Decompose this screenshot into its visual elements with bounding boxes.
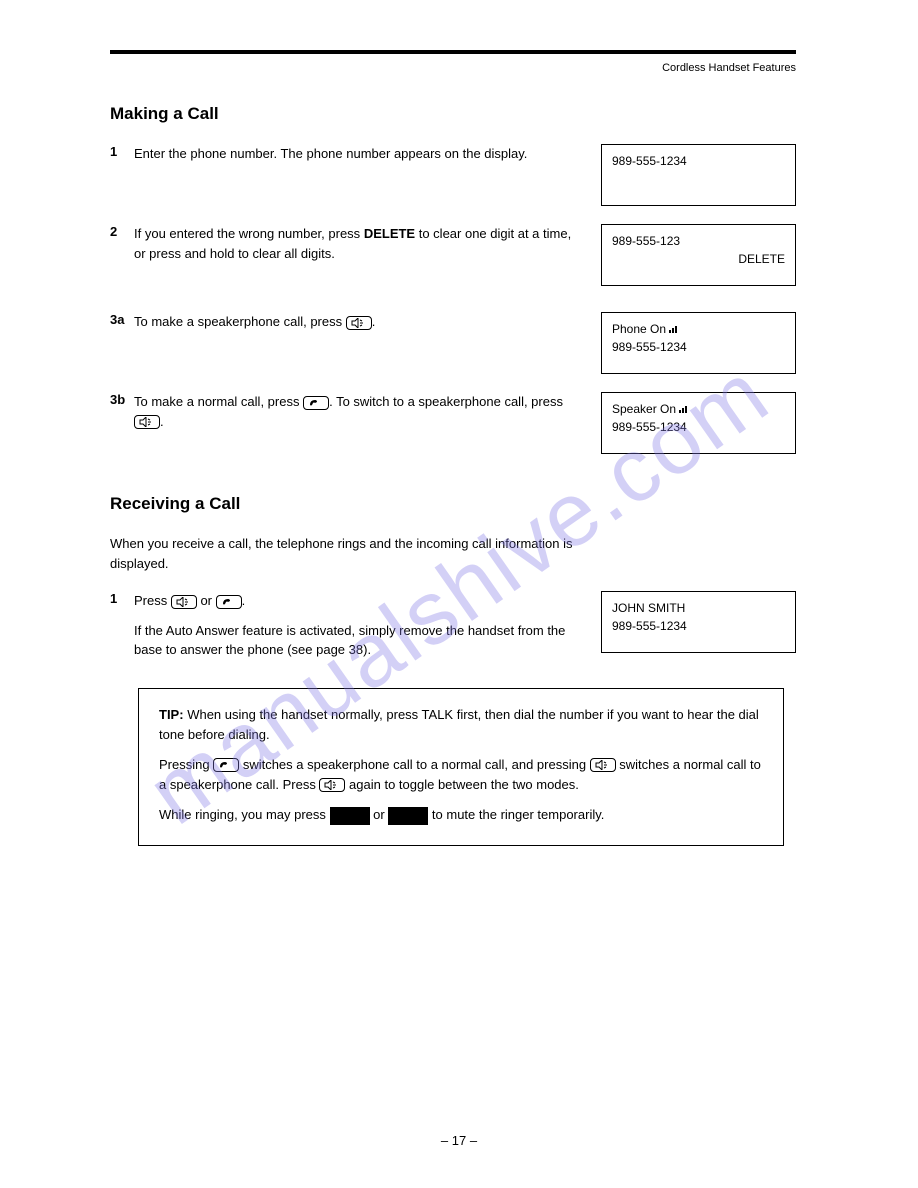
lcd-line: JOHN SMITH: [612, 600, 785, 616]
text-frag: To make a normal call, press: [134, 394, 303, 409]
lcd-display: Speaker On 989-555-1234: [601, 392, 796, 454]
phone-icon: [303, 396, 329, 410]
signal-icon: [679, 401, 689, 417]
speaker-icon: [319, 778, 345, 792]
text-frag: to mute the ringer temporarily.: [428, 807, 604, 822]
step-row: 1 Enter the phone number. The phone numb…: [110, 144, 796, 206]
text-frag: While ringing, you may press: [159, 807, 330, 822]
lcd-line: 989-555-123: [612, 233, 785, 249]
text-frag: .: [372, 314, 376, 329]
step-number: 2: [110, 224, 134, 239]
text-frag: If the Auto Answer feature is activated,…: [134, 623, 565, 658]
step-text: To make a normal call, press . To switch…: [134, 392, 601, 431]
tip-paragraph: While ringing, you may press or to mute …: [159, 805, 763, 825]
step-number: 1: [110, 591, 134, 606]
speaker-icon: [134, 415, 160, 429]
phone-icon: [216, 595, 242, 609]
step-text: If you entered the wrong number, press D…: [134, 224, 601, 263]
page-header: Cordless Handset Features: [110, 62, 796, 74]
lcd-line: Speaker On: [612, 401, 785, 417]
text-frag: Speaker On: [612, 402, 676, 416]
tip-label: TIP:: [159, 707, 184, 722]
black-key-icon: [330, 807, 370, 825]
step-number: 3b: [110, 392, 134, 407]
step-number: 1: [110, 144, 134, 159]
lcd-line: DELETE: [612, 251, 785, 267]
tip-paragraph: Pressing switches a speakerphone call to…: [159, 755, 763, 795]
text-frag: .: [242, 593, 246, 608]
text-frag: .: [160, 414, 164, 429]
lcd-line: 989-555-1234: [612, 419, 785, 435]
speaker-icon: [171, 595, 197, 609]
step-row: 2 If you entered the wrong number, press…: [110, 224, 796, 286]
phone-icon: [213, 758, 239, 772]
paragraph: When you receive a call, the telephone r…: [110, 534, 796, 573]
step-text: Press or . If the Auto Answer feature is…: [134, 591, 601, 660]
step-row: 3a To make a speakerphone call, press . …: [110, 312, 796, 374]
text-frag: again to toggle between the two modes.: [345, 777, 578, 792]
page-footer: – 17 –: [0, 1133, 918, 1148]
lcd-line: 989-555-1234: [612, 339, 785, 355]
text-frag: Pressing: [159, 757, 213, 772]
text-frag: or: [370, 807, 389, 822]
text-frag: If you entered the wrong number, press: [134, 226, 364, 241]
text-frag: To make a speakerphone call, press: [134, 314, 346, 329]
text-frag: Press: [134, 593, 171, 608]
text-frag: . To switch to a speakerphone call, pres…: [329, 394, 563, 409]
section-title-receiving-call: Receiving a Call: [110, 494, 796, 514]
section-title-making-call: Making a Call: [110, 104, 796, 124]
lcd-display: JOHN SMITH 989-555-1234: [601, 591, 796, 653]
lcd-line: Phone On: [612, 321, 785, 337]
tip-paragraph: TIP: When using the handset normally, pr…: [159, 705, 763, 745]
black-key-icon: [388, 807, 428, 825]
tip-box: TIP: When using the handset normally, pr…: [138, 688, 784, 847]
speaker-icon: [590, 758, 616, 772]
lcd-display: 989-555-1234: [601, 144, 796, 206]
page-content: Cordless Handset Features Making a Call …: [0, 0, 918, 846]
step-text: To make a speakerphone call, press .: [134, 312, 601, 332]
step-row: 1 Press or . If the Auto Answer feature …: [110, 591, 796, 660]
text-frag: Phone On: [612, 322, 666, 336]
step-row: 3b To make a normal call, press . To swi…: [110, 392, 796, 454]
text-frag: switches a speakerphone call to a normal…: [239, 757, 589, 772]
lcd-line: 989-555-1234: [612, 618, 785, 634]
text-frag: When using the handset normally, press T…: [159, 707, 759, 742]
key-label: DELETE: [364, 226, 415, 241]
lcd-line: 989-555-1234: [612, 153, 785, 169]
lcd-display: 989-555-123 DELETE: [601, 224, 796, 286]
header-rule: [110, 50, 796, 54]
speaker-icon: [346, 316, 372, 330]
lcd-display: Phone On 989-555-1234: [601, 312, 796, 374]
signal-icon: [669, 321, 679, 337]
step-text: Enter the phone number. The phone number…: [134, 144, 601, 164]
step-number: 3a: [110, 312, 134, 327]
text-frag: or: [197, 593, 216, 608]
